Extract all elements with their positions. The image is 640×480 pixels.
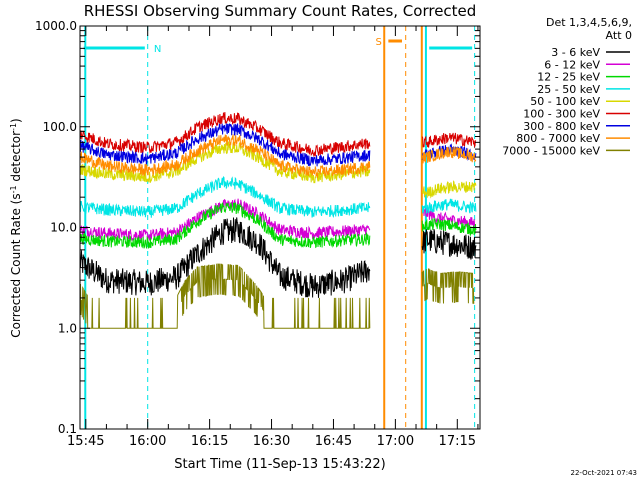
y-tick-label-3: 100.0 — [43, 120, 77, 134]
legend-label-0: 3 - 6 keV — [551, 46, 600, 59]
series-line-4-seg1 — [421, 180, 477, 199]
series-line-8-seg1 — [421, 268, 475, 304]
series-line-0-seg1 — [421, 229, 477, 260]
series-line-2-seg1 — [421, 217, 477, 237]
series-line-7-seg0 — [79, 134, 371, 179]
series-line-5-seg0 — [79, 112, 371, 157]
legend-label-8: 7000 - 15000 keV — [502, 144, 600, 157]
y-axis: 0.1 1.0 10.0 100.0 1000.0 — [35, 19, 480, 436]
legend-header-line1: Det 1,3,4,5,6,9, — [546, 16, 632, 29]
y-axis-label-sup1: -1 — [9, 185, 18, 193]
series-line-3-seg1 — [421, 198, 477, 214]
x-axis: 15:45 16:00 16:15 16:30 16:45 17:00 17:15 — [67, 26, 479, 449]
y-axis-label: Corrected Count Rate (s-1 detector-1) — [9, 118, 24, 337]
x-tick-label-2: 16:15 — [191, 434, 228, 449]
series-line-5-seg1 — [421, 132, 477, 149]
footer-date: 22-Oct-2021 07:43 — [571, 469, 637, 477]
y-axis-label-sup2: -1 — [9, 123, 18, 131]
series-line-7-seg1 — [421, 146, 477, 164]
series-line-3-seg0 — [79, 176, 371, 218]
x-tick-label-4: 16:45 — [315, 434, 352, 449]
x-tick-label-3: 16:30 — [253, 434, 290, 449]
legend-label-4: 50 - 100 keV — [530, 95, 600, 108]
y-axis-label-end: ) — [9, 118, 23, 123]
y-tick-label-1: 1.0 — [58, 321, 77, 335]
y-axis-label-main: Corrected Count Rate (s — [9, 193, 23, 337]
series-line-1-seg0 — [79, 198, 371, 243]
legend-label-1: 6 - 12 keV — [544, 58, 600, 71]
x-tick-label-5: 17:00 — [377, 434, 414, 449]
x-tick-label-0: 15:45 — [67, 434, 104, 449]
series-line-8-seg0 — [79, 263, 371, 329]
legend-header-line2: Att 0 — [606, 29, 632, 42]
series-line-0-seg0 — [79, 217, 371, 298]
y-tick-label-2: 10.0 — [50, 221, 77, 235]
y-axis-label-mid: detector — [9, 131, 23, 186]
legend-label-5: 100 - 300 keV — [523, 108, 600, 121]
y-tick-label-4: 1000.0 — [35, 19, 77, 33]
legend-label-7: 800 - 7000 keV — [516, 132, 600, 145]
annotation-s: S — [376, 37, 382, 48]
series-line-4-seg0 — [79, 140, 371, 184]
series-line-6-seg0 — [79, 123, 371, 168]
y-tick-label-0: 0.1 — [58, 422, 77, 436]
x-tick-label-6: 17:15 — [439, 434, 476, 449]
chart-title: RHESSI Observing Summary Count Rates, Co… — [84, 2, 477, 20]
series-line-2-seg0 — [79, 201, 371, 249]
x-axis-label: Start Time (11-Sep-13 15:43:22) — [174, 457, 385, 472]
legend-label-2: 12 - 25 keV — [537, 71, 600, 84]
legend-label-3: 25 - 50 keV — [537, 83, 600, 96]
x-tick-label-1: 16:00 — [129, 434, 166, 449]
annotation-n: N — [154, 44, 161, 55]
legend-label-6: 300 - 800 keV — [523, 120, 600, 133]
